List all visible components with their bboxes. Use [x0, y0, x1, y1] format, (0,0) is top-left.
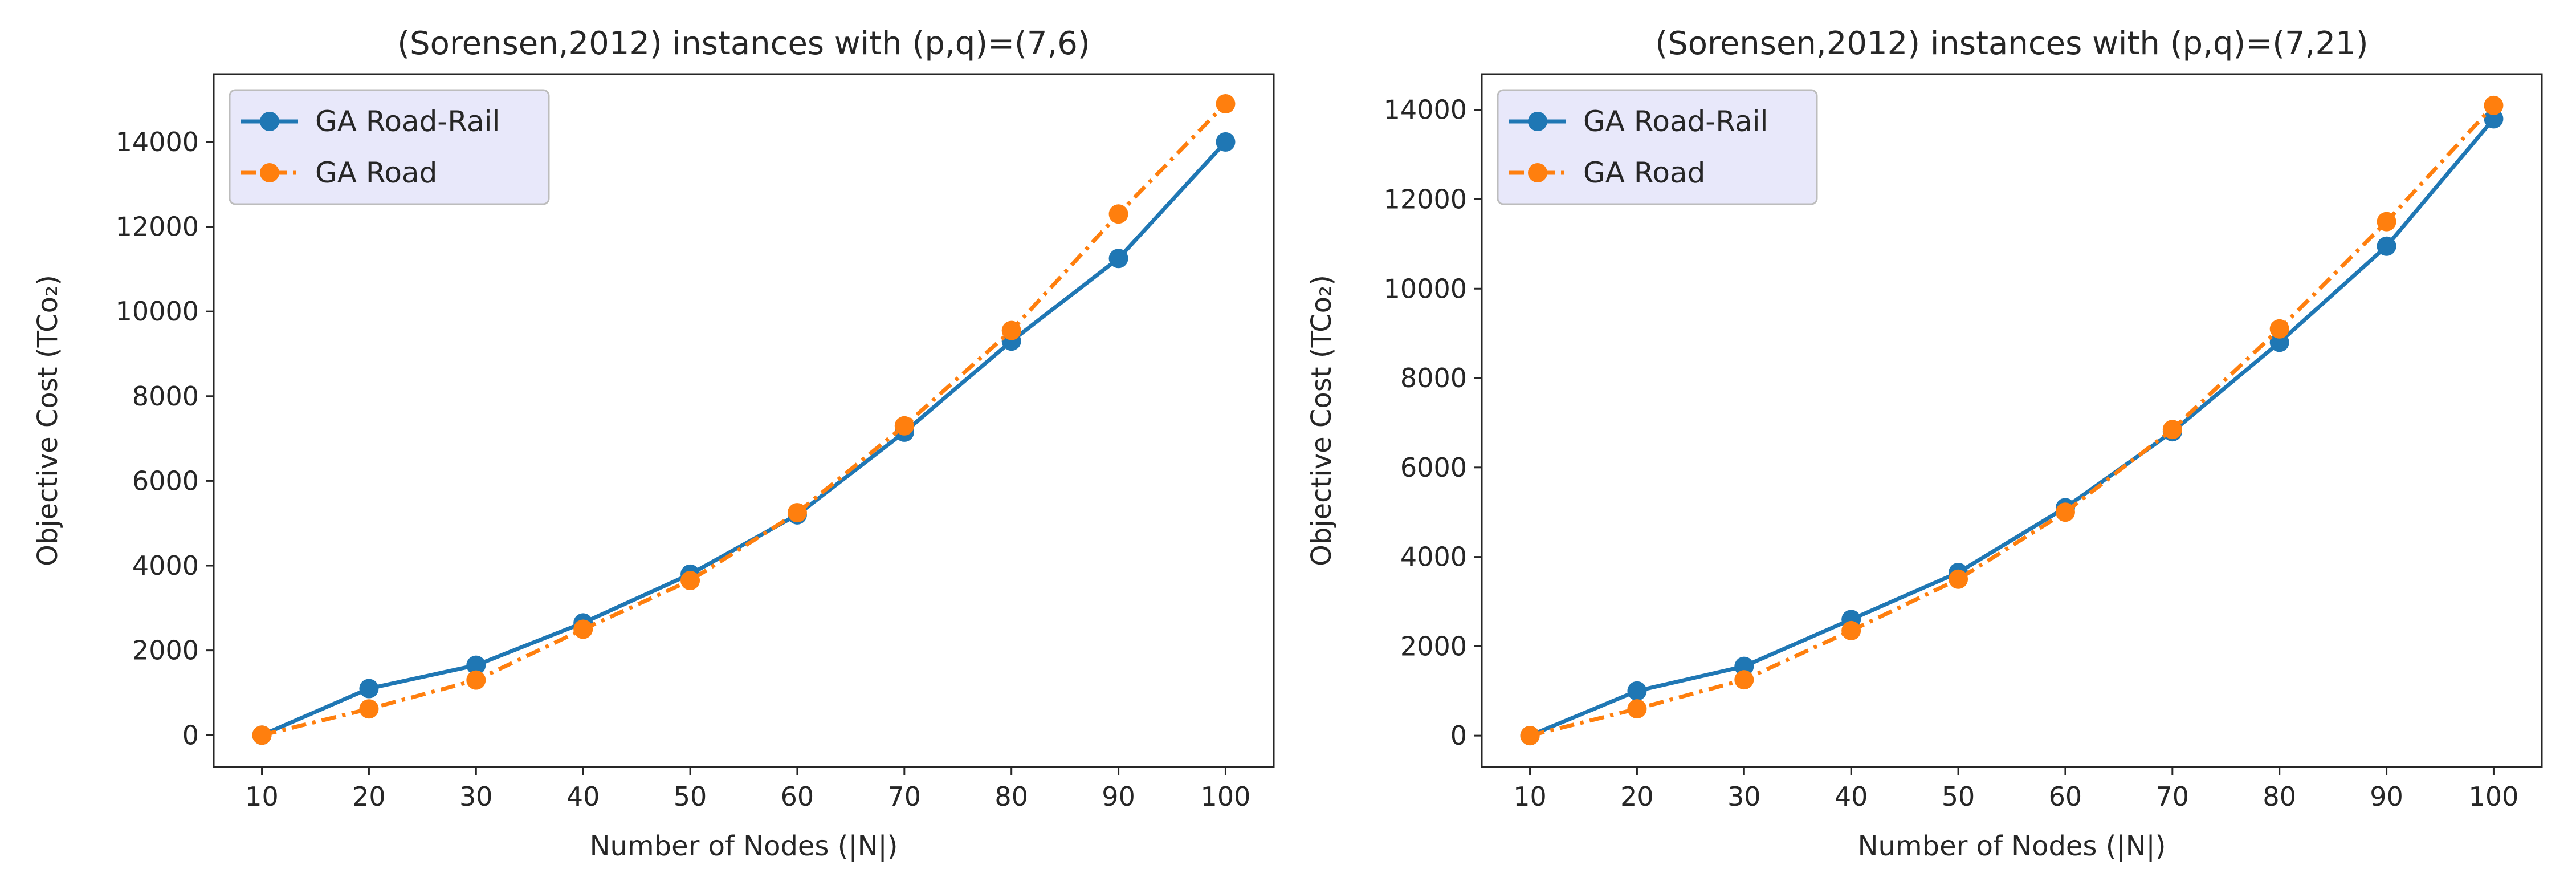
x-tick-label: 100	[2469, 781, 2519, 812]
chart-title: (Sorensen,2012) instances with (p,q)=(7,…	[397, 25, 1090, 62]
data-point-road	[2162, 420, 2182, 440]
x-axis-label: Number of Nodes (|N|)	[590, 830, 898, 862]
data-point-road	[1108, 204, 1128, 224]
data-point-road	[787, 503, 807, 523]
series-line-road-rail	[1529, 117, 2496, 738]
data-point-road	[894, 416, 914, 436]
x-tick-label: 60	[2049, 781, 2082, 812]
legend-marker	[260, 112, 279, 131]
y-tick-label: 0	[182, 720, 199, 750]
legend-label: GA Road-Rail	[315, 105, 500, 138]
y-tick-label: 8000	[132, 381, 199, 412]
chart-panel-2: (Sorensen,2012) instances with (p,q)=(7,…	[1306, 25, 2543, 862]
data-point-road	[2055, 502, 2075, 522]
data-point-road	[2377, 212, 2396, 232]
legend: GA Road-Rail GA Road	[1497, 89, 1818, 205]
x-tick-label: 50	[1942, 781, 1975, 812]
legend-box	[229, 89, 550, 205]
legend-box	[1497, 89, 1818, 205]
data-point-road	[2269, 319, 2289, 339]
legend-label: GA Road	[1583, 156, 1705, 189]
data-point-road	[252, 725, 272, 745]
x-tick-label: 30	[1727, 781, 1761, 812]
x-tick-label: 40	[566, 781, 600, 812]
y-tick-label: 4000	[132, 550, 199, 581]
data-point-road	[1734, 670, 1754, 690]
x-tick-label: 100	[1201, 781, 1251, 812]
y-tick-label: 12000	[116, 212, 199, 242]
y-tick-label: 14000	[1384, 95, 1467, 125]
x-tick-label: 60	[781, 781, 814, 812]
chart-panel-1: (Sorensen,2012) instances with (p,q)=(7,…	[32, 25, 1275, 862]
data-point-road-rail	[1108, 249, 1128, 269]
y-tick-label: 14000	[116, 127, 199, 157]
series-line-road-rail	[261, 140, 1228, 737]
data-point-road-rail	[359, 679, 379, 699]
legend-marker	[1528, 112, 1547, 131]
x-tick-label: 20	[1620, 781, 1654, 812]
data-point-road-rail	[2269, 332, 2289, 352]
y-tick-label: 6000	[1400, 452, 1467, 483]
series-line-road	[1529, 104, 2496, 738]
x-tick-label: 80	[2263, 781, 2296, 812]
data-point-road	[1216, 94, 1236, 114]
y-tick-label: 2000	[1400, 631, 1467, 661]
x-tick-label: 20	[352, 781, 386, 812]
y-axis-label: Objective Cost (TCo₂)	[1306, 275, 1338, 566]
y-axis-label: Objective Cost (TCo₂)	[32, 275, 64, 566]
data-point-road-rail	[466, 655, 486, 675]
x-tick-label: 70	[2156, 781, 2190, 812]
x-tick-label: 10	[1513, 781, 1547, 812]
data-point-road	[1949, 569, 1968, 589]
x-tick-label: 10	[245, 781, 279, 812]
x-tick-label: 90	[2370, 781, 2403, 812]
data-point-road	[680, 571, 700, 591]
data-point-road	[2484, 95, 2504, 115]
data-point-road	[1627, 699, 1647, 719]
data-point-road-rail	[1734, 656, 1754, 676]
x-tick-label: 70	[888, 781, 922, 812]
data-point-road-rail	[1627, 681, 1647, 701]
data-point-road	[1841, 620, 1861, 640]
x-tick-label: 90	[1102, 781, 1135, 812]
y-tick-label: 10000	[1384, 273, 1467, 304]
data-point-road	[359, 699, 379, 719]
x-tick-label: 80	[994, 781, 1028, 812]
plot-frame	[1481, 73, 2543, 768]
y-tick-label: 2000	[132, 635, 199, 666]
x-axis-label: Number of Nodes (|N|)	[1858, 830, 2166, 862]
legend-marker	[260, 163, 279, 182]
y-tick-label: 0	[1450, 720, 1467, 751]
y-tick-label: 12000	[1384, 184, 1467, 214]
data-point-road-rail	[2484, 109, 2504, 129]
x-tick-label: 30	[459, 781, 493, 812]
data-point-road	[573, 619, 593, 639]
x-tick-label: 40	[1835, 781, 1868, 812]
y-tick-label: 10000	[116, 296, 199, 327]
data-point-road	[1001, 320, 1021, 340]
x-tick-label: 50	[674, 781, 707, 812]
plot-frame	[213, 73, 1275, 768]
series-line-road	[261, 102, 1228, 737]
data-point-road-rail	[1216, 132, 1236, 152]
legend-label: GA Road-Rail	[1583, 105, 1768, 138]
y-tick-label: 4000	[1400, 542, 1467, 573]
y-tick-label: 8000	[1400, 363, 1467, 393]
legend-marker	[1528, 163, 1547, 182]
y-tick-label: 6000	[132, 465, 199, 496]
data-point-road-rail	[2377, 236, 2396, 256]
chart-title: (Sorensen,2012) instances with (p,q)=(7,…	[1655, 25, 2368, 62]
data-point-road	[1520, 726, 1540, 746]
legend: GA Road-Rail GA Road	[229, 89, 550, 205]
legend-label: GA Road	[315, 156, 437, 189]
data-point-road	[466, 670, 486, 690]
